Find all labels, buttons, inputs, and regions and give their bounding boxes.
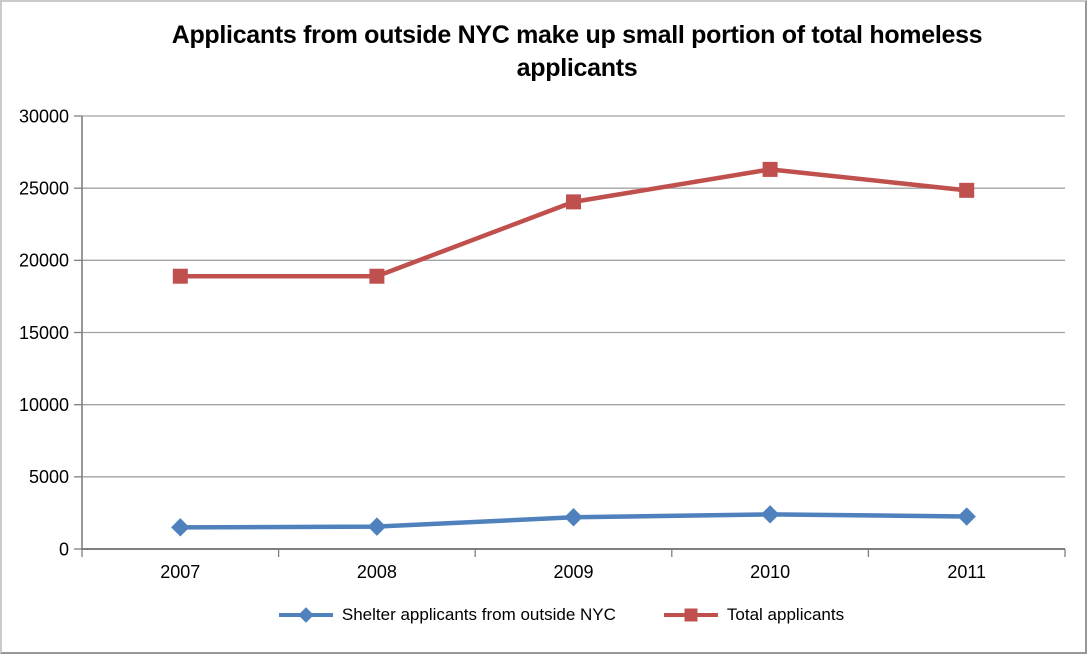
- y-tick-label: 20000: [19, 251, 69, 271]
- data-point-marker: [957, 507, 976, 526]
- y-tick-label: 15000: [19, 323, 69, 343]
- x-tick-label: 2008: [357, 562, 397, 582]
- data-point-marker: [566, 194, 581, 210]
- data-point-marker: [172, 268, 188, 284]
- square-marker-icon: [663, 608, 718, 622]
- data-point-marker: [564, 508, 583, 527]
- data-point-marker: [959, 182, 975, 198]
- data-point-marker: [760, 505, 780, 524]
- y-tick-label: 25000: [19, 178, 69, 198]
- y-tick-label: 5000: [29, 467, 69, 487]
- legend-label-shelter-applicants: Shelter applicants from outside NYC: [341, 605, 616, 624]
- x-tick-label: 2010: [750, 562, 790, 582]
- legend-label-total-applicants: Total applicants: [726, 605, 845, 624]
- chart-title: Applicants from outside NYC make up smal…: [171, 21, 983, 82]
- plot-area: 0 5000 10000 15000 20000 25000 30000 2007 2008 20…: [19, 106, 1066, 582]
- data-point-marker: [171, 518, 190, 537]
- x-tick-label: 2011: [947, 562, 986, 582]
- y-tick-label: 0: [59, 539, 69, 559]
- data-point-marker: [369, 268, 385, 284]
- data-point-marker: [762, 161, 778, 177]
- x-tick-label: 2007: [160, 562, 200, 582]
- x-tick-label: 2009: [553, 562, 593, 582]
- legend-item-shelter-applicants: Shelter applicants from outside NYC: [277, 605, 616, 625]
- y-tick-label: 10000: [19, 395, 69, 415]
- legend-item-total-applicants: Total applicants: [662, 605, 844, 625]
- diamond-marker-icon: [278, 607, 333, 623]
- legend: Shelter applicants from outside NYC Tota…: [2, 605, 1085, 625]
- y-tick-label: 30000: [19, 106, 69, 126]
- data-point-marker: [367, 517, 387, 536]
